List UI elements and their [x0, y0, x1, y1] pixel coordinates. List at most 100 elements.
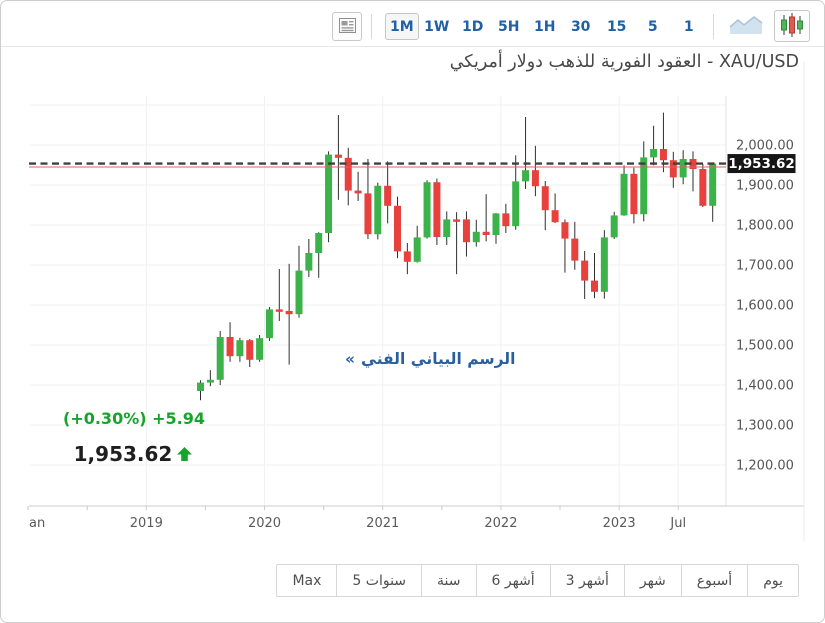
candle — [522, 170, 530, 182]
range-button-5-سنوات[interactable]: 5 سنوات — [336, 564, 423, 597]
timeframe-button-15[interactable]: 15 — [599, 13, 635, 40]
candle — [640, 157, 648, 215]
candle — [669, 160, 677, 178]
candle — [709, 163, 717, 206]
area-chart-icon — [728, 14, 764, 39]
x-axis-label: 2021 — [366, 516, 399, 531]
candle — [265, 309, 273, 339]
up-arrow-icon — [177, 442, 193, 466]
candle — [689, 159, 697, 169]
candle — [571, 238, 579, 261]
timeframe-button-1M[interactable]: 1M — [385, 13, 419, 40]
change-value: +5.94 — [152, 409, 206, 428]
candle — [551, 210, 559, 223]
price-axis-label: 1,200.00 — [736, 459, 794, 474]
candle — [472, 231, 480, 243]
candle — [630, 173, 638, 215]
x-axis-label: Jul — [669, 516, 686, 531]
price-axis-label: 1,700.00 — [736, 259, 794, 274]
x-axis-label: 2022 — [484, 516, 517, 531]
candle — [699, 169, 707, 206]
quote-change: (+0.30%) +5.94 — [63, 409, 206, 428]
candle — [502, 213, 510, 227]
candle — [591, 280, 598, 292]
candle — [226, 337, 234, 357]
candle — [374, 185, 382, 235]
candle — [364, 193, 372, 235]
candle — [285, 311, 293, 315]
news-button[interactable] — [332, 12, 362, 41]
timeframe-button-5[interactable]: 5 — [635, 13, 671, 40]
candle — [236, 340, 244, 357]
range-button-6-أشهر[interactable]: 6 أشهر — [475, 564, 551, 597]
price-axis-label: 1,300.00 — [736, 419, 794, 434]
candle — [197, 382, 204, 391]
candle — [512, 181, 520, 227]
candle — [344, 157, 352, 191]
technical-chart-link[interactable]: « الرسم البياني الفني — [345, 350, 515, 368]
price-axis-label: 1,800.00 — [736, 219, 794, 234]
price-axis-label: 2,000.00 — [736, 139, 794, 154]
chart-title: XAU/USD - العقود الفورية للذهب دولار أمر… — [449, 52, 799, 72]
candle — [423, 182, 431, 238]
range-button-Max[interactable]: Max — [276, 564, 338, 597]
price-axis-label: 1,400.00 — [736, 379, 794, 394]
candle — [482, 231, 490, 235]
candle — [659, 149, 667, 161]
candle — [650, 149, 658, 158]
price-axis-label: 1,600.00 — [736, 299, 794, 314]
area-chart-button[interactable] — [727, 12, 765, 41]
candle — [561, 222, 569, 239]
range-button-أسبوع[interactable]: أسبوع — [680, 564, 749, 597]
timeframe-button-1[interactable]: 1 — [671, 13, 707, 40]
candle — [581, 260, 589, 281]
candle — [206, 379, 214, 383]
range-bar: Max 5 سنوات سنة 6 أشهر 3 أشهر شهر أسبوع يوم — [276, 564, 799, 597]
candle — [443, 219, 451, 237]
toolbar-divider — [713, 14, 714, 39]
candle — [620, 173, 628, 216]
x-axis-label: an — [29, 516, 45, 531]
candle — [275, 309, 283, 312]
candle — [305, 253, 313, 271]
x-axis-label: 2020 — [248, 516, 281, 531]
last-price-value: 1,953.62 — [73, 442, 173, 466]
current-price-tag — [727, 154, 796, 174]
timeframe-button-5H[interactable]: 5H — [491, 13, 527, 40]
quote-last-price: 1,953.62 — [63, 442, 203, 466]
candlestick-icon — [779, 12, 805, 41]
candle — [334, 154, 342, 158]
price-axis-label: 1,500.00 — [736, 339, 794, 354]
x-axis-label: 2023 — [603, 516, 636, 531]
toolbar-divider — [371, 14, 372, 39]
range-button-شهر[interactable]: شهر — [623, 564, 682, 597]
candle — [256, 338, 264, 360]
timeframe-button-1W[interactable]: 1W — [419, 13, 455, 40]
chevrons-left-icon: « — [345, 350, 356, 368]
candle — [394, 205, 401, 252]
candle — [453, 219, 461, 222]
candle — [413, 237, 421, 262]
candle — [325, 154, 333, 233]
chart-toolbar: 1M 1W 1D 5H 1H 30 15 5 1 — [1, 1, 824, 47]
candlestick-button[interactable] — [774, 10, 810, 42]
timeframe-group: 1M 1W 1D 5H 1H 30 15 5 1 — [385, 12, 707, 41]
x-axis-label: 2019 — [130, 516, 163, 531]
range-button-3-أشهر[interactable]: 3 أشهر — [549, 564, 625, 597]
candle — [462, 219, 470, 243]
candle — [295, 270, 303, 315]
candle — [403, 251, 411, 262]
news-icon — [338, 17, 356, 36]
candle — [600, 237, 608, 292]
timeframe-button-30[interactable]: 30 — [563, 13, 599, 40]
timeframe-button-1H[interactable]: 1H — [527, 13, 563, 40]
range-button-يوم[interactable]: يوم — [747, 564, 799, 597]
candle — [354, 190, 362, 194]
candle — [216, 337, 224, 380]
candle — [433, 182, 441, 237]
candle — [531, 170, 539, 187]
timeframe-button-1D[interactable]: 1D — [455, 13, 491, 40]
candle — [679, 159, 687, 178]
range-button-سنة[interactable]: سنة — [421, 564, 477, 597]
